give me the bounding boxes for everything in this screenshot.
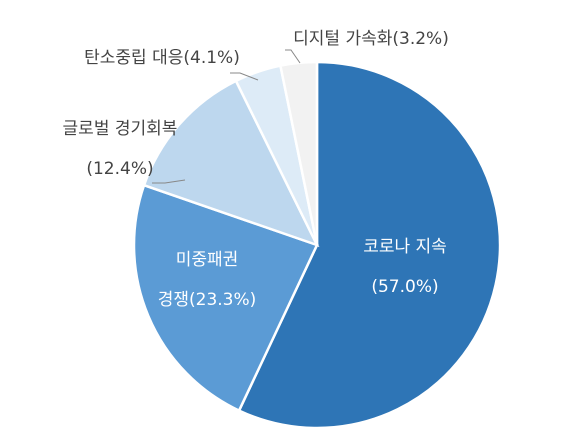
leader-lines	[152, 49, 301, 184]
pie-slice-1	[132, 183, 319, 413]
slice-label-1-line-0: 미중패권	[176, 250, 239, 270]
slice-label-0-line-1: (57.0%)	[371, 277, 438, 297]
slice-label-4-line-0: 디지털 가속화(3.2%)	[293, 29, 449, 49]
leader-line-3	[230, 72, 259, 81]
pie-slice-2	[142, 79, 320, 248]
slice-label-1-line-1: 경쟁(23.3%)	[158, 290, 257, 310]
pie-slices	[132, 60, 502, 430]
pie-slice-0	[237, 60, 502, 430]
slice-label-0-line-0: 코로나 지속	[363, 237, 447, 257]
leader-line-4	[285, 49, 301, 64]
slice-label-2-line-0: 글로벌 경기회복	[63, 119, 178, 139]
leader-line-2	[152, 179, 186, 184]
slice-label-2-line-1: (12.4%)	[86, 159, 153, 179]
slice-label-3-line-0: 탄소중립 대응(4.1%)	[84, 48, 240, 68]
pie-slice-4	[278, 60, 319, 246]
